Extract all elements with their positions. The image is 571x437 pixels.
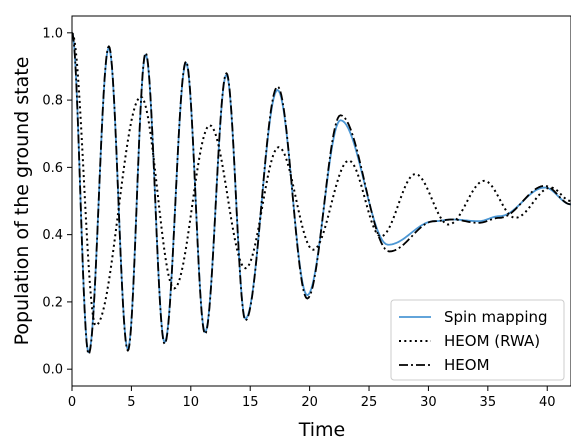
x-tick-label: 15 xyxy=(242,395,259,410)
legend-label-2: HEOM (RWA) xyxy=(444,332,540,350)
x-tick-label: 10 xyxy=(183,395,200,410)
tick-marks xyxy=(67,32,548,391)
series-lines xyxy=(72,32,571,355)
x-tick-label: 0 xyxy=(68,395,76,410)
x-tick-label: 25 xyxy=(361,395,378,410)
legend-label-1: Spin mapping xyxy=(444,308,548,326)
y-tick-label: 0.8 xyxy=(42,94,63,109)
series-line-2 xyxy=(72,32,571,327)
series-line-3 xyxy=(72,32,571,355)
x-axis-label: Time xyxy=(298,419,346,437)
legend: Spin mapping HEOM (RWA) HEOM xyxy=(390,299,565,381)
legend-box xyxy=(390,299,565,381)
x-tick-label: 20 xyxy=(301,395,318,410)
y-tick-label: 0.2 xyxy=(42,295,63,310)
y-tick-label: 1.0 xyxy=(42,26,63,41)
x-tick-label: 35 xyxy=(480,395,497,410)
y-tick-labels: 0.0 0.2 0.4 0.6 0.8 1.0 xyxy=(42,26,63,377)
y-axis-label: Population of the ground state xyxy=(11,57,33,346)
x-tick-label: 30 xyxy=(420,395,437,410)
x-tick-label: 40 xyxy=(539,395,556,410)
y-tick-label: 0.6 xyxy=(42,161,63,176)
x-tick-labels: 0 5 10 15 20 25 30 35 40 xyxy=(68,395,556,410)
x-tick-label: 5 xyxy=(127,395,135,410)
legend-label-3: HEOM xyxy=(444,356,490,374)
axes xyxy=(71,15,571,387)
y-tick-label: 0.0 xyxy=(42,363,63,378)
plot-frame xyxy=(71,15,571,387)
y-tick-label: 0.4 xyxy=(42,228,63,243)
